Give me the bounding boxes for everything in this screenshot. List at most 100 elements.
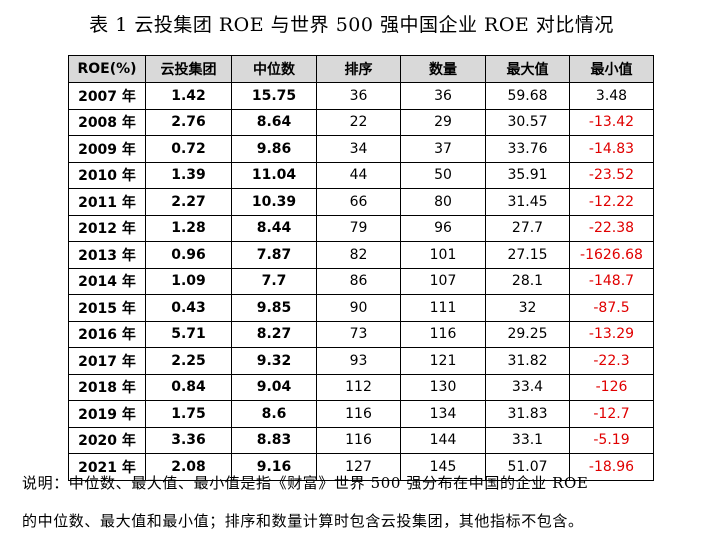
cell-min: -13.42 bbox=[569, 108, 654, 136]
header-yuntou: 云投集团 bbox=[145, 55, 232, 83]
cell-yuntou: 0.96 bbox=[145, 241, 232, 269]
cell-count: 130 bbox=[400, 373, 486, 401]
cell-min: -18.96 bbox=[569, 453, 654, 481]
header-roe: ROE(%) bbox=[68, 55, 146, 83]
cell-yuntou: 2.27 bbox=[145, 188, 232, 216]
cell-rank: 79 bbox=[316, 214, 401, 242]
cell-count: 36 bbox=[400, 82, 486, 110]
cell-year: 2015 年 bbox=[68, 294, 146, 322]
cell-rank: 34 bbox=[316, 135, 401, 163]
cell-year: 2019 年 bbox=[68, 400, 146, 428]
cell-min: -87.5 bbox=[569, 294, 654, 322]
cell-median: 7.87 bbox=[231, 241, 317, 269]
cell-yuntou: 2.08 bbox=[145, 453, 232, 481]
cell-min: -22.38 bbox=[569, 214, 654, 242]
table-row: 2009 年 0.72 9.86 34 37 33.76 -14.83 bbox=[68, 135, 654, 163]
cell-max: 27.7 bbox=[485, 214, 570, 242]
cell-median: 8.64 bbox=[231, 108, 317, 136]
cell-count: 144 bbox=[400, 426, 486, 454]
cell-year: 2013 年 bbox=[68, 241, 146, 269]
cell-count: 111 bbox=[400, 294, 486, 322]
cell-yuntou: 5.71 bbox=[145, 320, 232, 348]
header-min: 最小值 bbox=[569, 55, 654, 83]
cell-count: 107 bbox=[400, 267, 486, 295]
cell-year: 2007 年 bbox=[68, 82, 146, 110]
cell-year: 2021 年 bbox=[68, 453, 146, 481]
cell-year: 2014 年 bbox=[68, 267, 146, 295]
table-row: 2011 年 2.27 10.39 66 80 31.45 -12.22 bbox=[68, 188, 654, 216]
cell-rank: 116 bbox=[316, 426, 401, 454]
cell-max: 31.45 bbox=[485, 188, 570, 216]
cell-count: 29 bbox=[400, 108, 486, 136]
cell-max: 33.76 bbox=[485, 135, 570, 163]
table-row: 2015 年 0.43 9.85 90 111 32 -87.5 bbox=[68, 294, 654, 322]
cell-yuntou: 1.28 bbox=[145, 214, 232, 242]
header-count: 数量 bbox=[400, 55, 486, 83]
cell-yuntou: 1.39 bbox=[145, 161, 232, 189]
table-row: 2012 年 1.28 8.44 79 96 27.7 -22.38 bbox=[68, 214, 654, 242]
cell-max: 32 bbox=[485, 294, 570, 322]
cell-count: 101 bbox=[400, 241, 486, 269]
cell-year: 2009 年 bbox=[68, 135, 146, 163]
roe-comparison-table: ROE(%) 云投集团 中位数 排序 数量 最大值 最小值 2007 年 1.42… bbox=[68, 55, 654, 481]
cell-min: 3.48 bbox=[569, 82, 654, 110]
cell-rank: 22 bbox=[316, 108, 401, 136]
cell-year: 2012 年 bbox=[68, 214, 146, 242]
table-row: 2013 年 0.96 7.87 82 101 27.15 -1626.68 bbox=[68, 241, 654, 269]
cell-median: 9.04 bbox=[231, 373, 317, 401]
cell-max: 59.68 bbox=[485, 82, 570, 110]
header-max: 最大值 bbox=[485, 55, 570, 83]
cell-rank: 112 bbox=[316, 373, 401, 401]
cell-year: 2011 年 bbox=[68, 188, 146, 216]
cell-min: -12.22 bbox=[569, 188, 654, 216]
cell-yuntou: 1.42 bbox=[145, 82, 232, 110]
cell-median: 9.32 bbox=[231, 347, 317, 375]
cell-min: -148.7 bbox=[569, 267, 654, 295]
cell-yuntou: 0.43 bbox=[145, 294, 232, 322]
table-row: 2021 年 2.08 9.16 127 145 51.07 -18.96 bbox=[68, 453, 654, 481]
cell-rank: 44 bbox=[316, 161, 401, 189]
table-row: 2019 年 1.75 8.6 116 134 31.83 -12.7 bbox=[68, 400, 654, 428]
cell-median: 10.39 bbox=[231, 188, 317, 216]
cell-max: 27.15 bbox=[485, 241, 570, 269]
table-title: 表 1 云投集团 ROE 与世界 500 强中国企业 ROE 对比情况 bbox=[89, 14, 614, 36]
cell-year: 2010 年 bbox=[68, 161, 146, 189]
cell-median: 8.83 bbox=[231, 426, 317, 454]
cell-year: 2017 年 bbox=[68, 347, 146, 375]
cell-median: 11.04 bbox=[231, 161, 317, 189]
table-row: 2016 年 5.71 8.27 73 116 29.25 -13.29 bbox=[68, 320, 654, 348]
cell-min: -23.52 bbox=[569, 161, 654, 189]
cell-year: 2016 年 bbox=[68, 320, 146, 348]
cell-count: 121 bbox=[400, 347, 486, 375]
table-row: 2017 年 2.25 9.32 93 121 31.82 -22.3 bbox=[68, 347, 654, 375]
cell-yuntou: 0.72 bbox=[145, 135, 232, 163]
cell-median: 15.75 bbox=[231, 82, 317, 110]
cell-rank: 73 bbox=[316, 320, 401, 348]
cell-rank: 116 bbox=[316, 400, 401, 428]
cell-min: -22.3 bbox=[569, 347, 654, 375]
cell-rank: 86 bbox=[316, 267, 401, 295]
header-median: 中位数 bbox=[231, 55, 317, 83]
cell-yuntou: 1.75 bbox=[145, 400, 232, 428]
cell-yuntou: 2.25 bbox=[145, 347, 232, 375]
cell-yuntou: 0.84 bbox=[145, 373, 232, 401]
cell-yuntou: 2.76 bbox=[145, 108, 232, 136]
cell-max: 31.83 bbox=[485, 400, 570, 428]
cell-yuntou: 1.09 bbox=[145, 267, 232, 295]
cell-rank: 127 bbox=[316, 453, 401, 481]
cell-min: -126 bbox=[569, 373, 654, 401]
cell-count: 37 bbox=[400, 135, 486, 163]
cell-rank: 66 bbox=[316, 188, 401, 216]
cell-count: 80 bbox=[400, 188, 486, 216]
cell-max: 33.4 bbox=[485, 373, 570, 401]
cell-min: -13.29 bbox=[569, 320, 654, 348]
header-rank: 排序 bbox=[316, 55, 401, 83]
cell-count: 96 bbox=[400, 214, 486, 242]
cell-year: 2018 年 bbox=[68, 373, 146, 401]
table-row: 2020 年 3.36 8.83 116 144 33.1 -5.19 bbox=[68, 426, 654, 454]
cell-count: 134 bbox=[400, 400, 486, 428]
cell-median: 7.7 bbox=[231, 267, 317, 295]
cell-max: 31.82 bbox=[485, 347, 570, 375]
cell-median: 8.44 bbox=[231, 214, 317, 242]
cell-min: -1626.68 bbox=[569, 241, 654, 269]
